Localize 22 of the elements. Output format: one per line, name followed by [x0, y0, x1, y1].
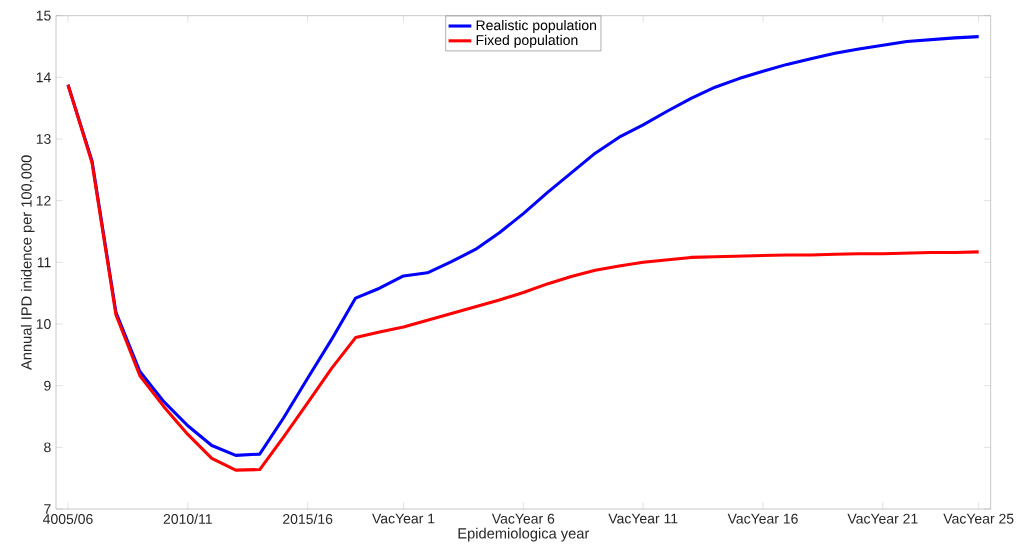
legend-label: Realistic population [476, 19, 597, 33]
x-tick-label: 2015/16 [283, 513, 333, 524]
x-tick-label: VacYear 6 [491, 513, 555, 524]
y-tick-label: 10 [36, 319, 51, 329]
y-tick-label: 12 [36, 195, 51, 206]
y-tick-label: 13 [36, 134, 51, 144]
y-tick-label: 8 [44, 442, 51, 453]
x-tick-label: 4005/06 [43, 513, 93, 524]
x-tick-label: VacYear 25 [943, 513, 1014, 524]
x-tick-label: VacYear 21 [847, 513, 918, 524]
y-tick-label: 15 [36, 10, 51, 21]
x-tick-label: VacYear 16 [727, 513, 798, 524]
y-tick-label: 7 [44, 504, 51, 514]
y-tick-label: 11 [37, 257, 51, 268]
x-tick-label: VacYear 11 [608, 513, 678, 524]
x-tick-label: 2010/11 [163, 513, 212, 524]
x-tick-label: VacYear 1 [372, 513, 435, 524]
x-axis-title: Epidemiologica year [458, 527, 590, 542]
legend-label: Fixed population [476, 34, 578, 48]
y-tick-label: 14 [36, 72, 51, 83]
y-tick-label: 9 [44, 380, 51, 391]
y-axis-title: Annual IPD inidence per 100,000 [20, 155, 35, 370]
